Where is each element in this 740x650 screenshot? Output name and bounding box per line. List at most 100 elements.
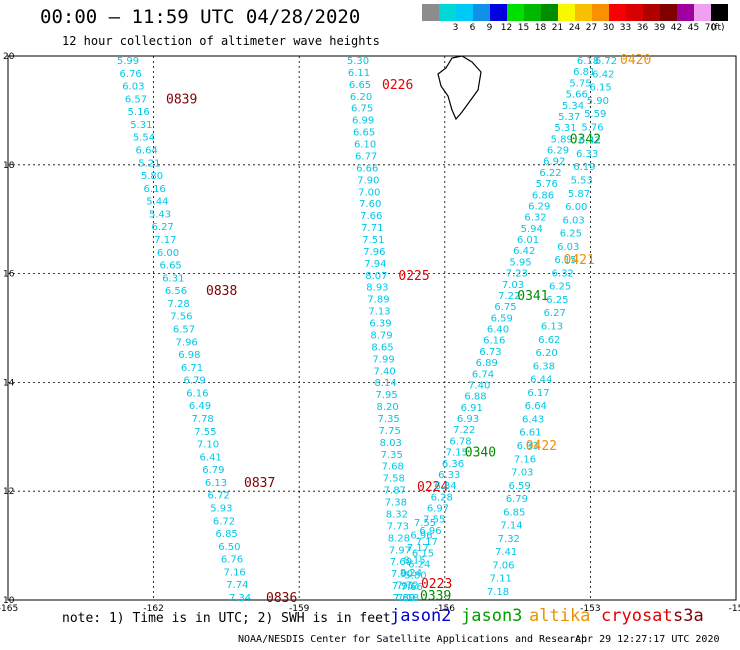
wave-height-value: 7.78 [192, 414, 214, 425]
wave-height-value: 6.76 [221, 555, 243, 566]
wave-height-value: 5.31 [130, 120, 152, 131]
pass-time-label: 0421 [564, 253, 595, 268]
wave-height-value: 6.89 [476, 358, 498, 369]
x-tick-label: -165 [0, 604, 18, 614]
wave-height-value: 6.79 [184, 376, 206, 387]
wave-height-value: 7.06 [492, 560, 514, 571]
legend-swatch [490, 4, 507, 21]
wave-height-value: 5.54 [133, 133, 155, 144]
legend-swatch [711, 4, 728, 21]
wave-height-value: 6.20 [535, 348, 557, 359]
wave-height-value: 7.22 [453, 425, 475, 436]
wave-height-value: 5.21 [138, 158, 160, 169]
wave-height-value: 6.33 [438, 470, 460, 481]
wave-height-value: 6.79 [506, 494, 528, 505]
pass-time-label: 0838 [206, 284, 237, 299]
wave-height-value: 6.11 [348, 68, 370, 79]
legend-swatch [643, 4, 660, 21]
wave-height-value: 6.43 [522, 414, 544, 425]
wave-height-value: 7.87 [384, 486, 406, 497]
wave-height-value: 6.72 [213, 516, 235, 527]
wave-height-value: 7.28 [168, 299, 190, 310]
wave-height-value: 5.75 [569, 78, 591, 89]
wave-height-value: 7.18 [397, 593, 419, 604]
y-tick-label: 12 [3, 487, 14, 497]
pass-time-label: 0339 [420, 589, 451, 604]
wave-height-value: 5.89 [551, 134, 573, 145]
wave-height-value: 6.42 [592, 69, 614, 80]
wave-height-value: 7.35 [381, 450, 403, 461]
wave-height-value: 5.94 [521, 224, 543, 235]
wave-height-value: 6.13 [541, 322, 563, 333]
pass-time-label: 0839 [166, 92, 197, 107]
wave-height-value: 7.60 [390, 557, 412, 568]
legend-swatch [473, 4, 490, 21]
wave-height-value: 7.17 [416, 537, 438, 548]
wave-height-value: 5.16 [128, 107, 150, 118]
wave-height-value: 5.43 [149, 209, 171, 220]
wave-height-value: 6.65 [160, 261, 182, 272]
wave-height-value: 8.24 [400, 568, 422, 579]
wave-height-value: 7.11 [490, 574, 512, 585]
y-tick-label: 10 [3, 596, 15, 606]
legend-label: 36 [636, 23, 649, 33]
wave-height-value: 6.64 [525, 401, 547, 412]
pass-time-label: 0223 [421, 577, 452, 592]
legend-label: 12 [500, 23, 513, 33]
y-tick-label: 14 [3, 378, 15, 388]
wave-height-value: 6.25 [549, 282, 571, 293]
wave-height-value: 6.93 [517, 441, 539, 452]
wave-height-value: 5.37 [558, 112, 580, 123]
wave-height-value: 7.34 [229, 593, 251, 604]
wave-height-value: 7.95 [375, 390, 397, 401]
x-tick-label: -153 [580, 604, 600, 614]
wave-height-value: 7.71 [361, 223, 383, 234]
wave-height-value: 6.10 [354, 140, 376, 151]
wave-height-value: 8.28 [388, 533, 410, 544]
legend-unit: (ft) [711, 23, 725, 33]
wave-height-value: 7.55 [414, 518, 436, 529]
legend-swatch [592, 4, 609, 21]
legend-swatch [456, 4, 473, 21]
wave-height-value: 5.59 [584, 109, 606, 120]
wave-height-value: 7.89 [367, 295, 389, 306]
wave-height-value: 6.03 [557, 242, 579, 253]
legend-label: 27 [585, 23, 598, 33]
legend-label: 39 [653, 23, 666, 33]
wave-height-value: 7.69 [393, 593, 415, 604]
wave-height-value: 7.73 [387, 521, 409, 532]
pass-time-label: 0226 [382, 78, 413, 93]
wave-height-value: 6.65 [353, 128, 375, 139]
legend-label: 15 [517, 23, 530, 33]
wave-height-value: 6.85 [216, 529, 238, 540]
legend-label: 30 [602, 23, 615, 33]
wave-height-value: 6.15 [412, 548, 434, 559]
wave-height-value: 7.23 [506, 269, 528, 280]
generated-timestamp: Apr 29 12:27:17 UTC 2020 [575, 634, 720, 645]
wave-height-value: 6.64 [136, 146, 158, 157]
wave-height-value: 7.90 [392, 581, 414, 592]
wave-height-value: 7.72 [396, 581, 418, 592]
wave-height-value: 7.32 [498, 534, 520, 545]
satellite-jason2: jason2 [390, 606, 452, 626]
wave-height-value: 6.15 [554, 255, 576, 266]
wave-height-value: 6.62 [538, 335, 560, 346]
map-frame [7, 55, 737, 601]
wave-height-value: 7.68 [382, 462, 404, 473]
legend-swatch [677, 4, 694, 21]
wave-height-value: 7.96 [363, 247, 385, 258]
x-tick-label: -15 [729, 604, 740, 614]
wave-height-value: 6.72 [595, 56, 617, 67]
wave-height-value: 6.57 [173, 325, 195, 336]
wave-height-value: 7.00 [358, 187, 380, 198]
legend-label: 18 [534, 23, 547, 33]
wave-height-value: 5.76 [581, 122, 603, 133]
wave-height-value: 6.86 [532, 190, 554, 201]
satellite-altika: altika [529, 606, 591, 626]
wave-height-value: 8.07 [365, 271, 387, 282]
wave-height-value: 6.22 [539, 168, 561, 179]
pass-time-label: 0342 [570, 132, 601, 147]
wave-height-value: 6.39 [369, 319, 391, 330]
legend-label: 24 [568, 23, 581, 33]
wave-height-value: 7.89 [393, 593, 415, 604]
